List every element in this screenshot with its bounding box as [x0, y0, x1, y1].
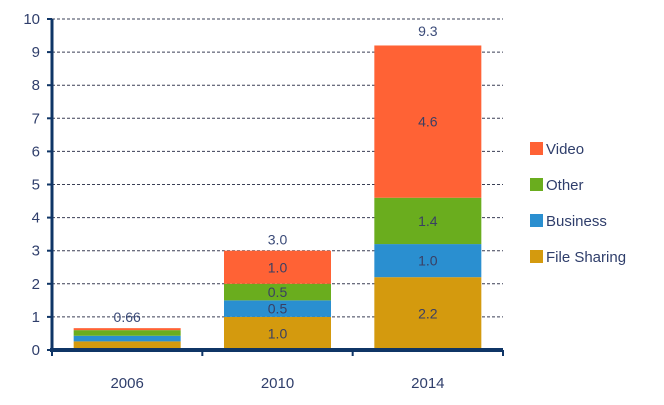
total-label: 9.3 [418, 23, 438, 39]
x-tick-label: 2010 [261, 375, 294, 392]
bar-segment-other [374, 197, 482, 245]
data-label: 4.6 [418, 114, 438, 130]
bar-segment-business [374, 244, 482, 278]
legend: Video Other Business File Sharing [530, 141, 626, 266]
data-label: 1.0 [418, 253, 438, 269]
bars [73, 45, 482, 350]
data-label: 1.0 [268, 325, 288, 341]
bar-segment-file-sharing [224, 316, 331, 350]
bar-segment-file-sharing [73, 341, 181, 350]
y-tick-label: 1 [32, 309, 40, 326]
labels: 0 1 2 3 4 5 6 7 8 9 10 0.66 2006 1.0 0.50.5 1.0 3.0 2010 2… [23, 11, 444, 392]
x-tick-label: 2014 [411, 375, 444, 392]
y-tick-label: 9 [32, 44, 40, 61]
x-tick-label: 2006 [110, 375, 143, 392]
gridlines [52, 18, 503, 318]
data-label: 1.0 [268, 259, 288, 275]
y-tick-label: 10 [23, 11, 40, 28]
data-label: 0.5 [268, 301, 288, 317]
y-tick-label: 5 [32, 177, 40, 194]
bar-segment-file-sharing [374, 277, 482, 350]
bar-segment-business [73, 335, 181, 342]
bar-segment-other [224, 283, 331, 301]
y-tick-label: 8 [32, 77, 40, 94]
legend-swatch-other [530, 178, 543, 191]
data-label: 0.5 [268, 284, 288, 300]
data-label: 2.2 [418, 306, 438, 322]
legend-swatch-video [530, 142, 543, 155]
bar-segment-video [73, 328, 181, 331]
bar-segment-other [73, 330, 181, 336]
total-label: 0.66 [114, 309, 141, 325]
total-label: 3.0 [268, 232, 288, 248]
y-tick-label: 2 [32, 276, 40, 293]
bar-segment-video [224, 250, 331, 284]
y-tick-label: 7 [32, 110, 40, 127]
legend-label: Other [546, 177, 584, 194]
bar-segment-business [224, 300, 331, 317]
legend-swatch-business [530, 214, 543, 227]
y-tick-label: 4 [32, 210, 40, 227]
legend-swatch-file-sharing [530, 250, 543, 263]
y-tick-label: 6 [32, 143, 40, 160]
y-tick-label: 0 [32, 342, 40, 359]
legend-label: Business [546, 213, 607, 230]
data-label: 1.4 [418, 213, 438, 229]
legend-label: File Sharing [546, 249, 626, 266]
legend-label: Video [546, 141, 584, 158]
bar-segment-video [374, 45, 482, 198]
axes [47, 18, 504, 356]
y-tick-label: 3 [32, 243, 40, 260]
